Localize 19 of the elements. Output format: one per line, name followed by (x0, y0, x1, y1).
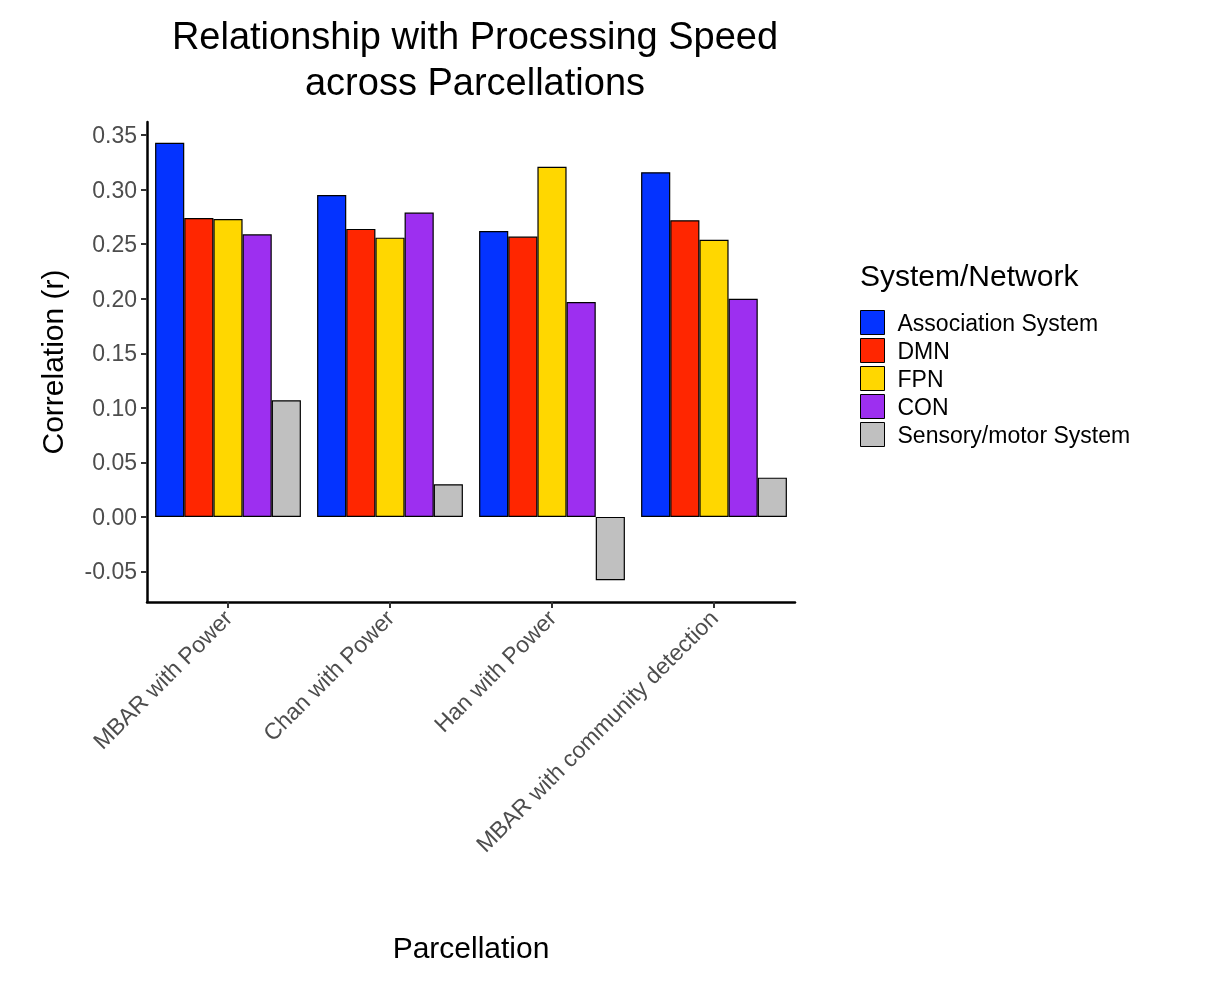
y-tick-label: 0.05 (92, 449, 137, 476)
legend-label: Sensory/motor System (897, 421, 1131, 448)
y-tick-label: -0.05 (84, 558, 137, 585)
x-axis-title: Parcellation (392, 930, 550, 964)
legend-label: CON (897, 393, 949, 420)
legend-label: DMN (897, 337, 950, 364)
legend-title: System/Network (860, 258, 1080, 292)
bar (595, 516, 625, 581)
y-tick-label: 0.00 (92, 503, 137, 530)
y-axis-title: Correlation (r) (35, 269, 69, 455)
y-tick-label: 0.30 (92, 176, 137, 203)
legend-label: Association System (897, 309, 1099, 336)
y-tick-label: 0.20 (92, 285, 137, 312)
chart-title: Relationship with Processing Speed across Parcellations (171, 15, 779, 103)
y-tick-label: 0.35 (92, 122, 137, 149)
y-tick-label: 0.15 (92, 340, 137, 367)
legend-label: FPN (897, 365, 944, 392)
y-tick-label: 0.25 (92, 231, 137, 258)
y-tick-label: 0.10 (92, 394, 137, 421)
